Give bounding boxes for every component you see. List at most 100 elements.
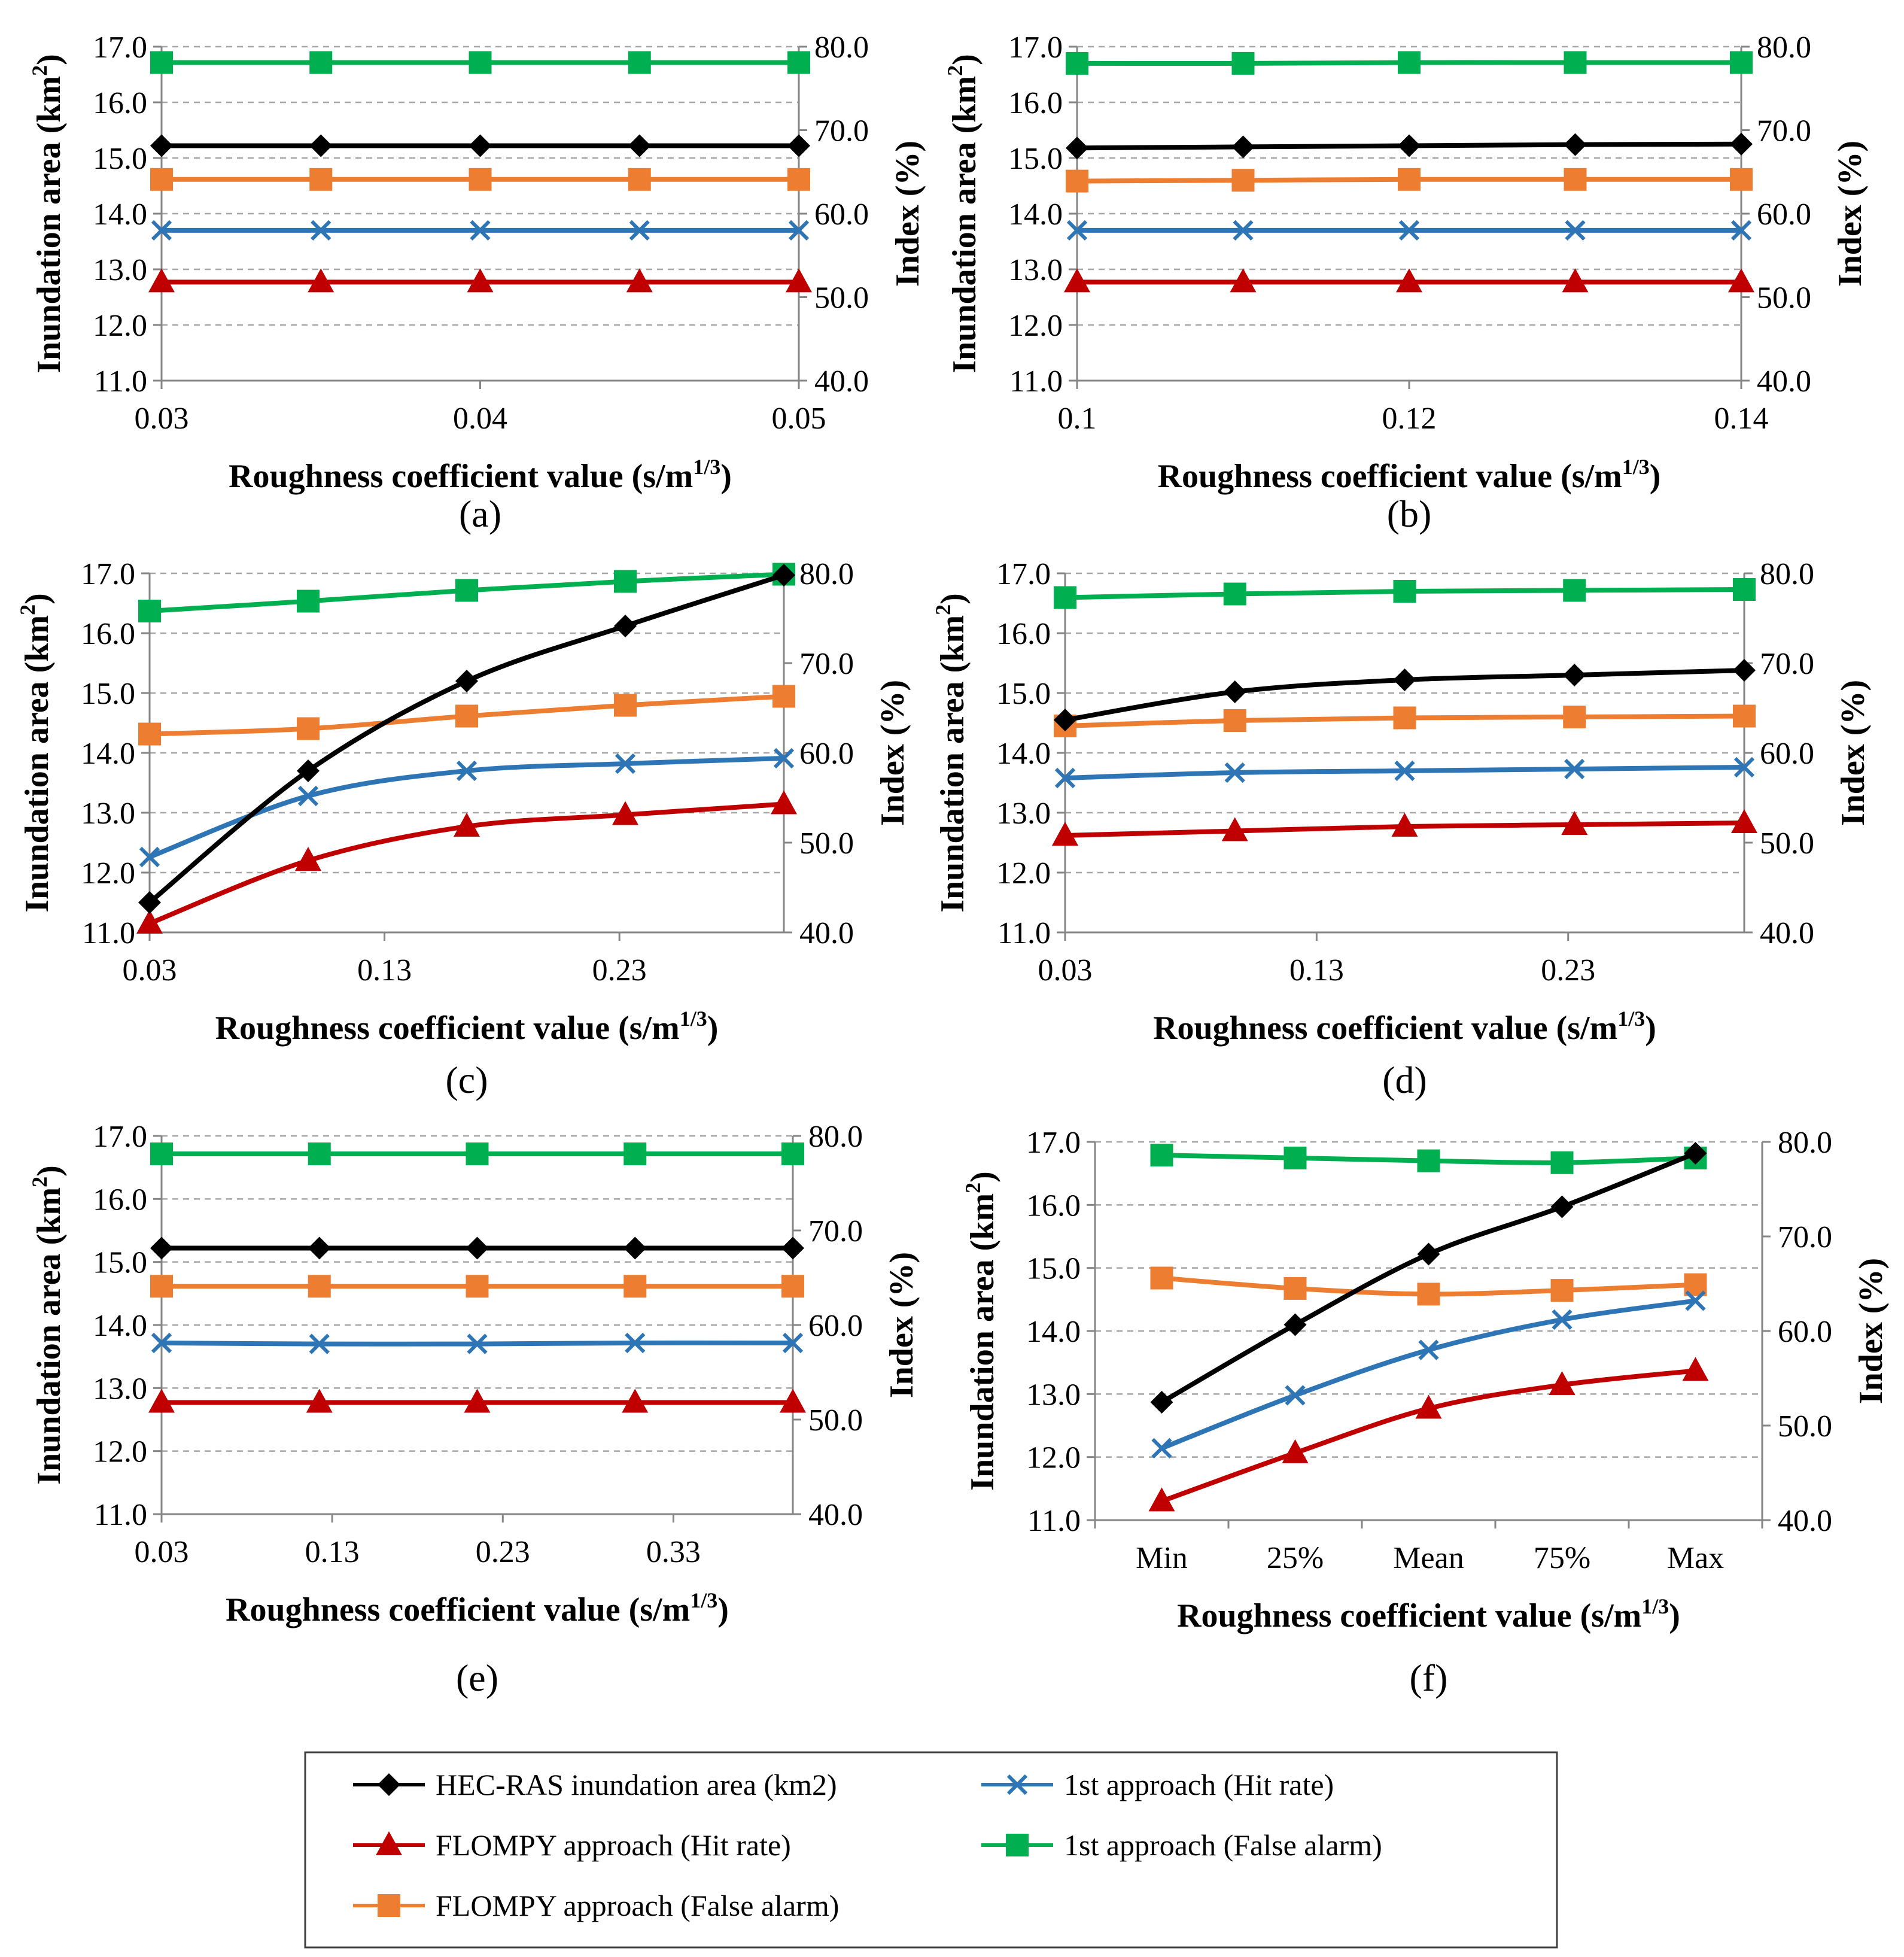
series-first_hit: [1151, 1290, 1706, 1459]
y-axis-title-end: ): [946, 54, 983, 65]
y2-tick-label: 70.0: [814, 114, 869, 148]
data-point-hec: [1231, 135, 1255, 159]
marker-stroke: [773, 747, 795, 769]
series-flompy_fa: [1150, 1266, 1707, 1306]
data-point-flompy_fa: [1150, 1266, 1173, 1290]
y2-tick-label: 60.0: [799, 737, 854, 771]
y2-axis-title: Index (%): [874, 680, 911, 826]
data-point-first_hit: [151, 1332, 172, 1354]
y-tick-label: 16.0: [93, 86, 147, 120]
data-point-flompy_hit: [1064, 268, 1090, 293]
marker-stroke: [782, 1332, 804, 1354]
y2-tick-label: 50.0: [1760, 826, 1814, 861]
data-point-hec: [138, 891, 161, 914]
y2-tick-label: 50.0: [1757, 281, 1811, 315]
marker-stroke: [1224, 762, 1245, 783]
data-point-first_hit: [297, 785, 319, 807]
data-point-flompy_fa: [1550, 1279, 1574, 1302]
series-flompy_hit: [1052, 809, 1757, 846]
data-point-hec: [469, 134, 492, 157]
y2-tick-label: 80.0: [814, 31, 869, 65]
data-point-hec: [308, 1236, 331, 1260]
y-axis-title-end: ): [964, 1171, 1001, 1183]
marker-stroke: [1398, 220, 1420, 241]
series-flompy_hit: [1064, 268, 1754, 293]
legend-item-hec: HEC-RAS inundation area (km2): [353, 1768, 837, 1801]
y-axis-title-sup: 2: [28, 1177, 51, 1187]
data-point-hec: [1730, 132, 1753, 156]
data-point-first_fa: [614, 570, 637, 593]
y2-tick-label: 60.0: [1760, 737, 1814, 771]
x-axis-title-text: Roughness coefficient value (s/m: [215, 1010, 680, 1047]
marker-stroke: [1006, 1774, 1028, 1795]
data-point-hec: [623, 1236, 647, 1260]
data-point-flompy_fa: [309, 168, 333, 191]
series-line-first_hit: [1159, 1298, 1698, 1451]
x-tick-label: 0.13: [357, 953, 412, 987]
data-point-first_fa: [787, 51, 810, 74]
data-point-hec: [1550, 1195, 1574, 1218]
x-axis-title: Roughness coefficient value (s/m1/3): [226, 1588, 729, 1628]
y-tick-label: 16.0: [81, 617, 135, 651]
series-first_fa: [150, 1142, 804, 1166]
data-point-hec: [309, 134, 333, 157]
data-point-hec: [150, 1236, 173, 1260]
legend-marker-first_hit: [1006, 1774, 1028, 1795]
legend-label: 1st approach (False alarm): [1064, 1828, 1382, 1862]
y-tick-label: 14.0: [81, 737, 135, 771]
data-point-flompy_fa: [1231, 169, 1255, 192]
marker-stroke: [151, 1332, 172, 1354]
legend-marker-flompy_hit: [376, 1831, 402, 1855]
data-point-hec: [1684, 1141, 1707, 1165]
marker-stroke: [1685, 1290, 1706, 1311]
data-point-flompy_hit: [464, 1388, 491, 1413]
y2-axis-title: Index (%): [883, 1252, 920, 1398]
data-point-first_hit: [1564, 758, 1585, 780]
x-axis-title-sup: 1/3: [690, 1588, 717, 1612]
data-point-first_fa: [309, 51, 333, 74]
marker-stroke: [1730, 220, 1752, 241]
data-point-flompy_fa: [455, 704, 478, 728]
x-tick-label: 0.13: [1289, 953, 1344, 987]
y2-tick-label: 50.0: [799, 826, 854, 861]
data-point-flompy_hit: [1561, 811, 1588, 835]
data-point-flompy_fa: [1398, 168, 1421, 191]
marker-stroke: [1394, 760, 1415, 782]
y-tick-label: 11.0: [1027, 1504, 1081, 1538]
data-point-first_hit: [139, 846, 160, 868]
data-point-first_hit: [309, 1333, 330, 1354]
data-point-first_hit: [1733, 756, 1755, 778]
data-point-first_hit: [1224, 762, 1245, 783]
data-point-first_fa: [297, 589, 320, 613]
marker-stroke: [311, 220, 331, 241]
data-point-first_fa: [1054, 586, 1076, 609]
marker-stroke: [615, 753, 636, 774]
data-point-flompy_fa: [787, 168, 810, 191]
y-axis-title-text: Inundation area (km: [934, 615, 971, 913]
series-flompy_fa: [150, 1275, 804, 1298]
data-point-flompy_fa: [623, 1275, 647, 1298]
marker-stroke: [139, 846, 160, 868]
data-point-first_fa: [1393, 580, 1416, 603]
x-tick-label: 0.13: [305, 1535, 360, 1569]
legend-marker-flompy_fa: [378, 1894, 400, 1917]
data-point-first_fa: [1417, 1149, 1440, 1172]
legend-marker-first_fa: [1006, 1834, 1029, 1856]
x-tick-label: 0.03: [135, 1535, 189, 1569]
marker-stroke: [467, 1333, 488, 1354]
series-hec: [1150, 1141, 1707, 1414]
y-tick-label: 17.0: [81, 557, 135, 591]
legend-item-flompy_fa: FLOMPY approach (False alarm): [353, 1889, 839, 1922]
data-point-flompy_hit: [1562, 268, 1589, 293]
data-point-hec: [455, 670, 478, 692]
data-point-first_fa: [1223, 582, 1246, 606]
x-axis-title-text: Roughness coefficient value (s/m: [1153, 1010, 1617, 1047]
data-point-flompy_fa: [1563, 706, 1586, 728]
y-axis-title: Inundation area (km2): [931, 593, 971, 913]
y2-axis-title: Index (%): [1853, 1258, 1890, 1404]
series-hec: [150, 134, 810, 157]
data-point-first_hit: [773, 747, 795, 769]
y-tick-label: 14.0: [1008, 197, 1063, 232]
marker-stroke: [1564, 758, 1585, 780]
x-tick-label: 0.12: [1382, 402, 1437, 436]
